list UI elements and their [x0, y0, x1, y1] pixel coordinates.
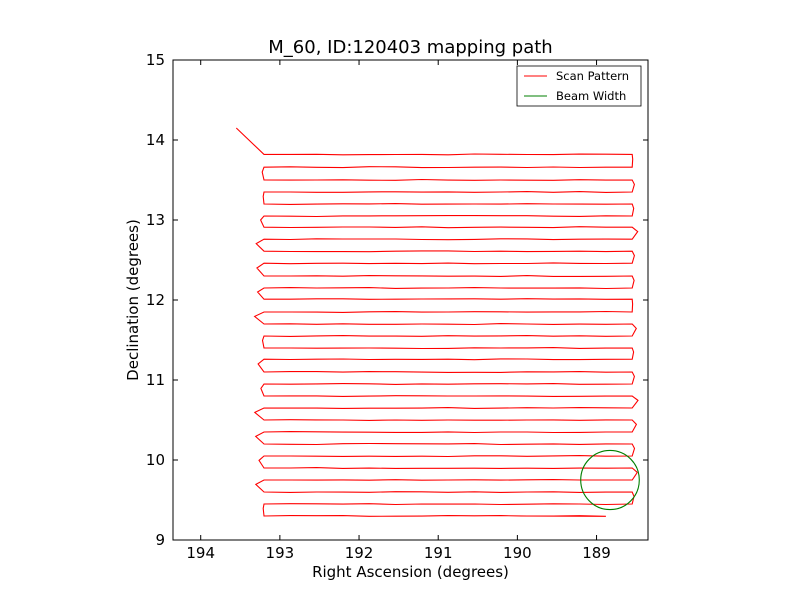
y-axis-label: Declination (degrees): [124, 219, 142, 381]
legend-beam-label: Beam Width: [556, 89, 626, 103]
scan-pattern-series: [235, 127, 639, 517]
y-tick-label: 10: [146, 451, 165, 469]
y-tick-label: 15: [146, 51, 165, 69]
y-tick-label: 13: [146, 211, 165, 229]
x-tick-label: 192: [345, 544, 374, 562]
beam-width-series: [580, 449, 640, 511]
x-tick-label: 189: [582, 544, 611, 562]
y-tick-label: 12: [146, 291, 165, 309]
beam-width-circle: [580, 449, 640, 511]
x-tick-label: 193: [266, 544, 295, 562]
y-tick-label: 11: [146, 371, 165, 389]
legend-scan-label: Scan Pattern: [556, 69, 629, 83]
x-axis-label: Right Ascension (degrees): [312, 563, 509, 581]
x-tick-label: 194: [186, 544, 215, 562]
legend: Scan Pattern Beam Width: [516, 65, 642, 107]
y-tick-label: 14: [146, 131, 165, 149]
chart-title: M_60, ID:120403 mapping path: [268, 37, 552, 58]
y-tick-label: 9: [155, 531, 165, 549]
x-tick-label: 191: [424, 544, 453, 562]
axis-ticks: 194 193 192 191 190 189 9 10 11 12 13 14 15: [146, 51, 648, 562]
x-tick-label: 190: [503, 544, 532, 562]
legend-box: [516, 65, 642, 107]
scan-pattern-line: [235, 127, 639, 517]
